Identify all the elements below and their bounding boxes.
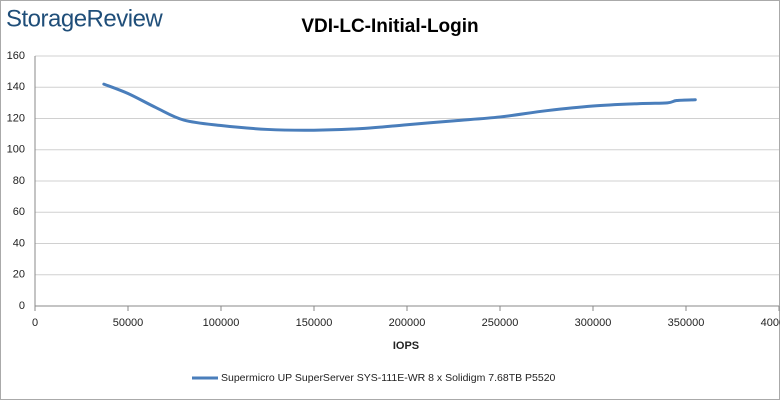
chart-title: VDI-LC-Initial-Login — [301, 16, 478, 37]
brand-logo: StorageReview — [6, 5, 163, 32]
x-axis-label: IOPS — [393, 340, 419, 352]
x-tick-label: 100000 — [203, 317, 240, 329]
y-tick-label: 140 — [7, 81, 25, 93]
y-tick-label: 40 — [13, 237, 25, 249]
x-tick-label: 50000 — [113, 317, 144, 329]
x-tick-label: 0 — [32, 317, 38, 329]
x-tick-label: 300000 — [575, 317, 612, 329]
series-line — [102, 82, 697, 132]
x-tick-label: 200000 — [389, 317, 426, 329]
y-tick-label: 20 — [13, 269, 25, 281]
y-tick-label: 120 — [7, 112, 25, 124]
y-tick-label: 0 — [19, 300, 25, 312]
x-tick-label: 250000 — [482, 317, 519, 329]
y-tick-label: 100 — [7, 144, 25, 156]
x-tick-label: 400000 — [761, 317, 780, 329]
y-tick-label: 60 — [13, 206, 25, 218]
y-tick-label: 160 — [7, 50, 25, 62]
x-tick-label: 150000 — [296, 317, 333, 329]
y-tick-label: 80 — [13, 175, 25, 187]
x-tick-label: 350000 — [668, 317, 705, 329]
legend-label: Supermicro UP SuperServer SYS-111E-WR 8 … — [221, 372, 556, 384]
